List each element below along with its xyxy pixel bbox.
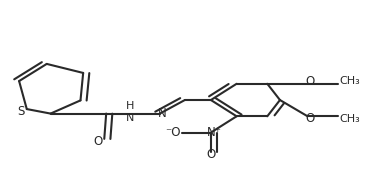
Text: S: S <box>18 105 25 118</box>
Text: O: O <box>206 148 216 161</box>
Text: O: O <box>93 135 102 149</box>
Text: CH₃: CH₃ <box>340 76 360 86</box>
Text: H
N: H N <box>126 101 134 122</box>
Text: O: O <box>305 75 314 88</box>
Text: N: N <box>158 107 167 120</box>
Text: N⁺: N⁺ <box>207 126 222 139</box>
Text: CH₃: CH₃ <box>340 114 360 124</box>
Text: O: O <box>305 112 314 126</box>
Text: ⁻O: ⁻O <box>166 126 181 139</box>
